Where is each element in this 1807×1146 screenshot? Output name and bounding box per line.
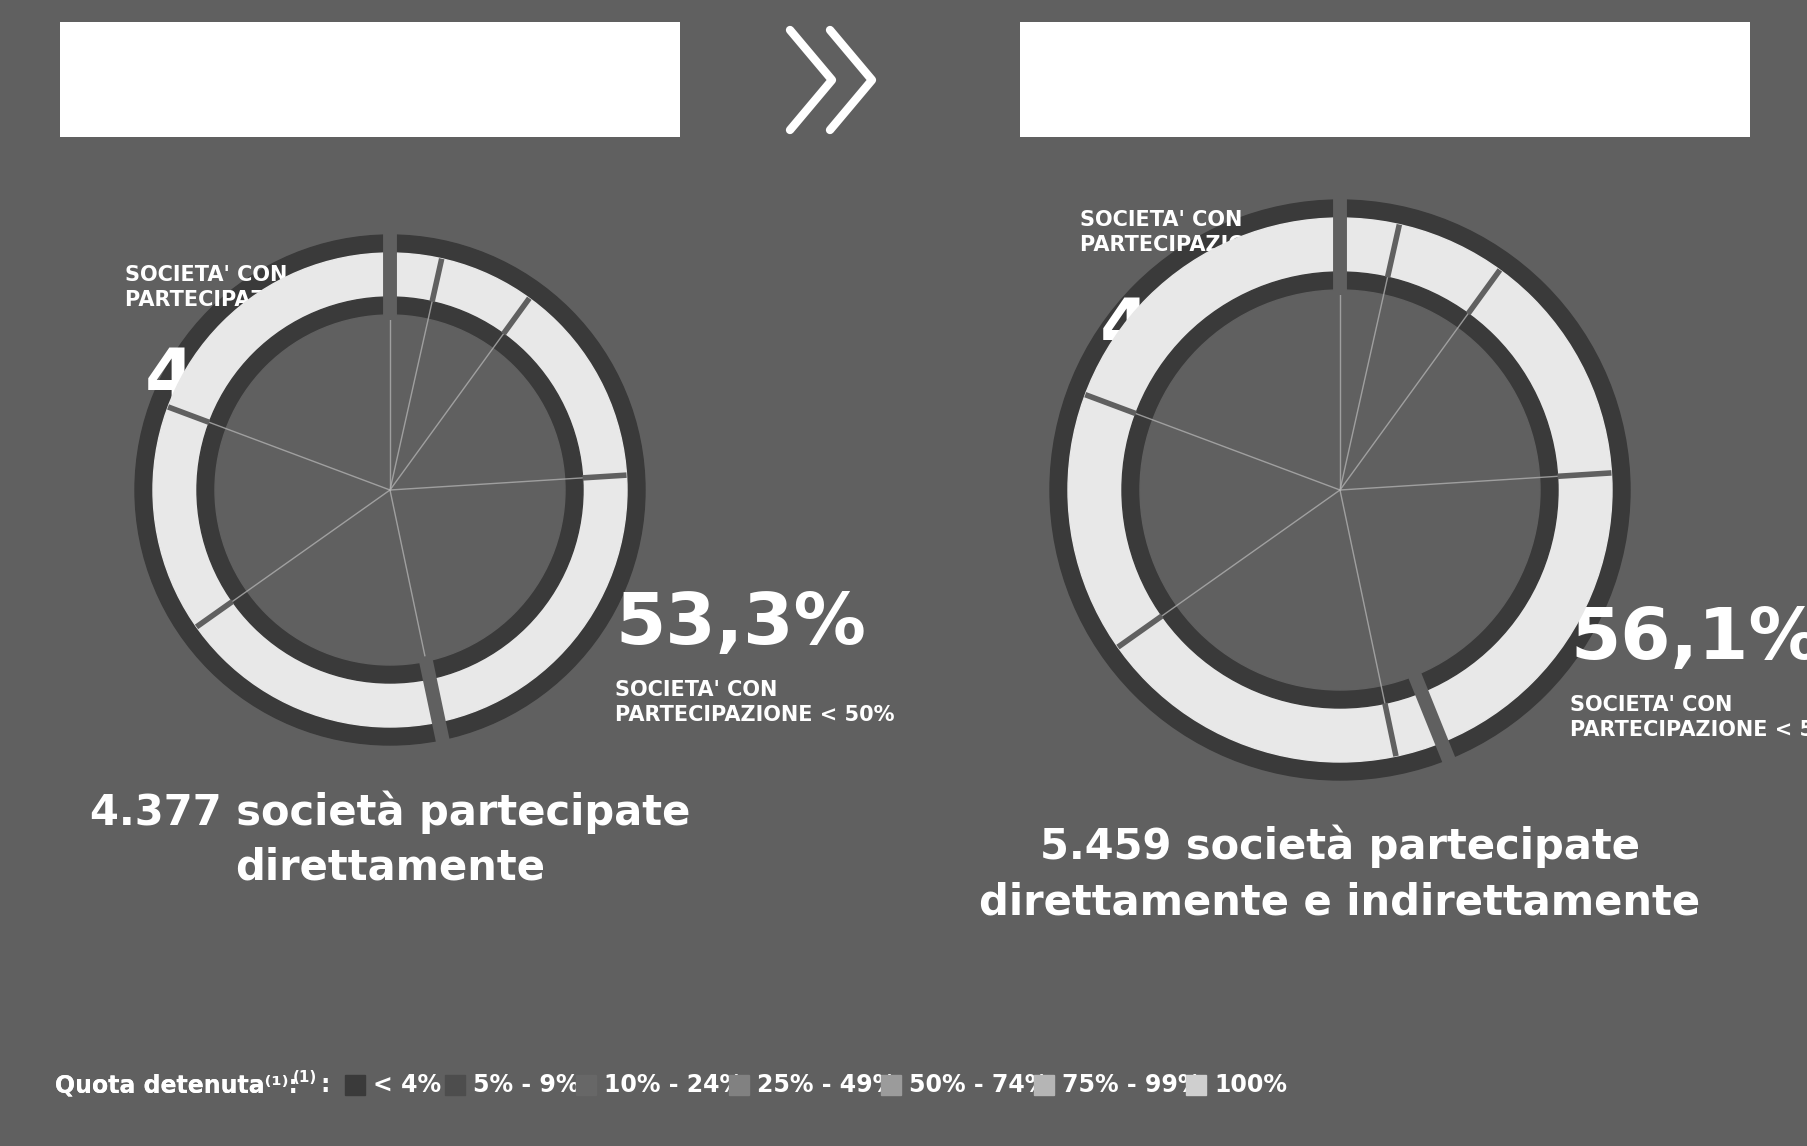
Text: 56,1%: 56,1% [1568, 605, 1807, 674]
Circle shape [1068, 218, 1612, 762]
Bar [345, 1075, 365, 1094]
Bar [882, 1075, 902, 1094]
Text: 53,3%: 53,3% [614, 590, 866, 659]
Text: 75% - 99%: 75% - 99% [1061, 1073, 1202, 1097]
Circle shape [197, 297, 582, 683]
Circle shape [1122, 272, 1558, 708]
Text: SOCIETA' CON
PARTECIPAZIONE < 50%: SOCIETA' CON PARTECIPAZIONE < 50% [1568, 694, 1807, 740]
Bar [445, 1075, 464, 1094]
Circle shape [215, 315, 564, 665]
Text: SOCIETA' CON
PARTECIPAZIONE < 50%: SOCIETA' CON PARTECIPAZIONE < 50% [614, 680, 894, 724]
Circle shape [136, 235, 645, 745]
Text: 4.377 società partecipate
direttamente: 4.377 società partecipate direttamente [90, 790, 690, 888]
Text: 5% - 9%: 5% - 9% [473, 1073, 580, 1097]
Text: (1): (1) [293, 1070, 316, 1085]
Text: Quota detenuta: Quota detenuta [54, 1073, 264, 1097]
Text: SOCIETA' CON
PARTECIPAZIONE ≥ 50%: SOCIETA' CON PARTECIPAZIONE ≥ 50% [125, 265, 405, 309]
Text: 43,9%: 43,9% [1099, 295, 1350, 364]
Text: 5.459 società partecipate
direttamente e indirettamente: 5.459 società partecipate direttamente e… [979, 825, 1700, 924]
Text: 25% - 49%: 25% - 49% [757, 1073, 896, 1097]
Bar [60, 22, 679, 138]
Bar [1034, 1075, 1053, 1094]
Text: 50% - 74%: 50% - 74% [909, 1073, 1048, 1097]
Text: 46,7%: 46,7% [145, 345, 396, 414]
Text: 10% - 24%: 10% - 24% [604, 1073, 743, 1097]
Circle shape [1050, 201, 1630, 780]
Bar [1019, 22, 1749, 138]
Text: :: : [320, 1073, 329, 1097]
Text: SOCIETA' CON
PARTECIPAZIONE ≥ 50%: SOCIETA' CON PARTECIPAZIONE ≥ 50% [1079, 210, 1359, 254]
Bar [576, 1075, 596, 1094]
Text: Quota detenuta⁽¹⁾:: Quota detenuta⁽¹⁾: [54, 1073, 298, 1097]
Circle shape [1140, 290, 1540, 690]
Text: < 4%: < 4% [372, 1073, 441, 1097]
Circle shape [154, 253, 627, 727]
Bar [728, 1075, 748, 1094]
Text: 100%: 100% [1214, 1073, 1287, 1097]
Bar [1185, 1075, 1205, 1094]
